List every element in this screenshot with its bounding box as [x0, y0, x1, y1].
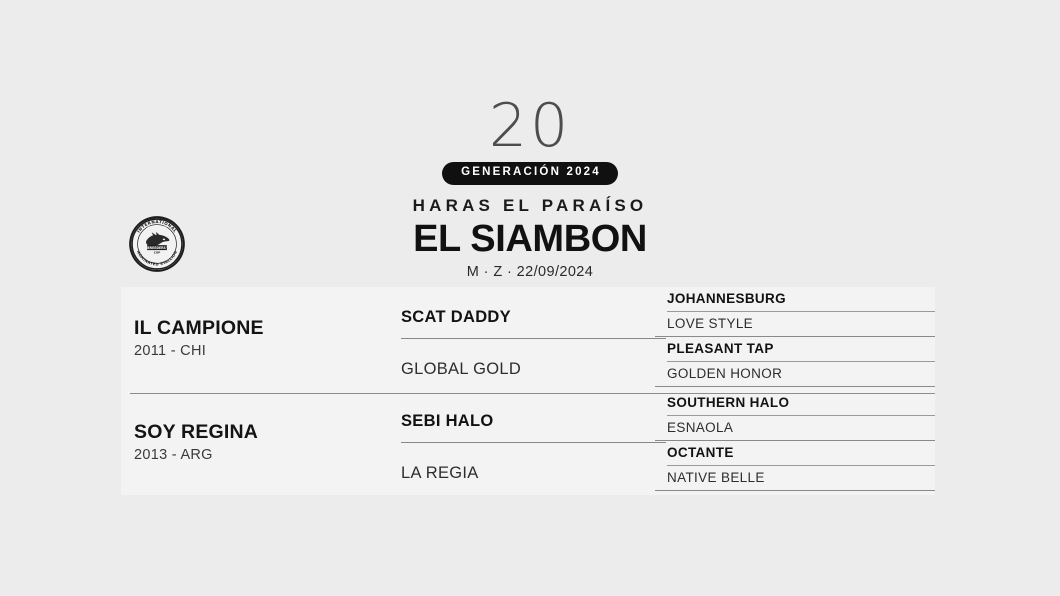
great-grandparent-rule	[655, 386, 935, 387]
pedigree-sire-half: IL CAMPIONE 2011 - CHI SCAT DADDY GLOBAL…	[121, 287, 935, 391]
dam-details: 2013 - ARG	[134, 447, 213, 464]
grandparent-rule	[401, 494, 666, 495]
great-grandparent-name: SOUTHERN HALO	[667, 395, 790, 410]
dam-parent-block: SOY REGINA 2013 - ARG	[134, 421, 389, 463]
sire-grandparents-column: SCAT DADDY GLOBAL GOLD	[401, 287, 666, 391]
great-grandparent-cell: NATIVE BELLE	[655, 466, 935, 491]
great-grandparent-cell: PLEASANT TAP	[667, 337, 935, 362]
grandparent-cell: LA REGIA	[401, 443, 666, 495]
grandparent-rule	[401, 442, 666, 443]
sire-details: 2011 - CHI	[134, 343, 207, 360]
grandparent-name: SCAT DADDY	[401, 308, 511, 326]
great-grandparent-rule	[655, 440, 935, 441]
farm-name: HARAS EL PARAÍSO	[412, 195, 648, 215]
dam-grandparents-column: SEBI HALO LA REGIA	[401, 391, 666, 495]
great-grandparent-name: NATIVE BELLE	[667, 470, 765, 485]
sire-great-grandparents-column: JOHANNESBURG LOVE STYLE PLEASANT TAP GOL…	[655, 287, 935, 391]
great-grandparent-rule	[667, 465, 935, 466]
generation-number: 20	[488, 91, 572, 161]
seal-center-line2: CUP	[154, 250, 161, 254]
great-grandparent-cell: GOLDEN HONOR	[655, 362, 935, 387]
great-grandparent-rule	[667, 311, 935, 312]
great-grandparent-rule	[667, 415, 935, 416]
grandparent-name: GLOBAL GOLD	[401, 360, 522, 378]
grandparent-name: LA REGIA	[401, 464, 479, 482]
grandparent-name: SEBI HALO	[401, 412, 494, 430]
great-grandparent-name: JOHANNESBURG	[667, 291, 786, 306]
generation-badge-wrap: GENERACIÓN 2024	[0, 155, 1060, 185]
great-grandparent-cell: ESNAOLA	[655, 416, 935, 441]
great-grandparent-cell: LOVE STYLE	[655, 312, 935, 337]
grandparent-cell: GLOBAL GOLD	[401, 339, 666, 391]
great-grandparent-rule	[667, 361, 935, 362]
great-grandparent-rule	[655, 490, 935, 491]
great-grandparent-cell: JOHANNESBURG	[667, 287, 935, 312]
breeders-cup-seal-icon: BREEDERS' CUP INTERNATIONAL NOMINATED ST…	[128, 215, 186, 273]
great-grandparent-name: PLEASANT TAP	[667, 341, 774, 356]
grandparent-cell: SEBI HALO	[401, 391, 666, 443]
great-grandparent-cell: SOUTHERN HALO	[667, 391, 935, 416]
great-grandparent-name: ESNAOLA	[667, 420, 734, 435]
sire-name: IL CAMPIONE	[134, 317, 264, 339]
horse-meta-line: M · Z · 22/09/2024	[466, 264, 594, 281]
generation-badge: GENERACIÓN 2024	[442, 162, 618, 185]
great-grandparent-rule	[655, 336, 935, 337]
horse-name-title: EL SIAMBON	[413, 217, 647, 260]
sire-parent-block: IL CAMPIONE 2011 - CHI	[134, 317, 389, 359]
grandparent-cell: SCAT DADDY	[401, 287, 666, 339]
dam-great-grandparents-column: SOUTHERN HALO ESNAOLA OCTANTE NATIVE BEL…	[655, 391, 935, 495]
great-grandparent-cell: OCTANTE	[667, 441, 935, 466]
pedigree-panel: IL CAMPIONE 2011 - CHI SCAT DADDY GLOBAL…	[121, 287, 935, 495]
grandparent-rule	[401, 338, 666, 339]
great-grandparent-name: GOLDEN HONOR	[667, 366, 783, 381]
seal-center-line1: BREEDERS'	[147, 246, 166, 250]
great-grandparent-name: OCTANTE	[667, 445, 734, 460]
pedigree-dam-half: SOY REGINA 2013 - ARG SEBI HALO LA REGIA…	[121, 391, 935, 495]
pedigree-mid-divider	[130, 393, 935, 394]
header-block: 20 GENERACIÓN 2024 HARAS EL PARAÍSO EL S…	[0, 91, 1060, 281]
dam-name: SOY REGINA	[134, 421, 259, 443]
great-grandparent-name: LOVE STYLE	[667, 316, 754, 331]
